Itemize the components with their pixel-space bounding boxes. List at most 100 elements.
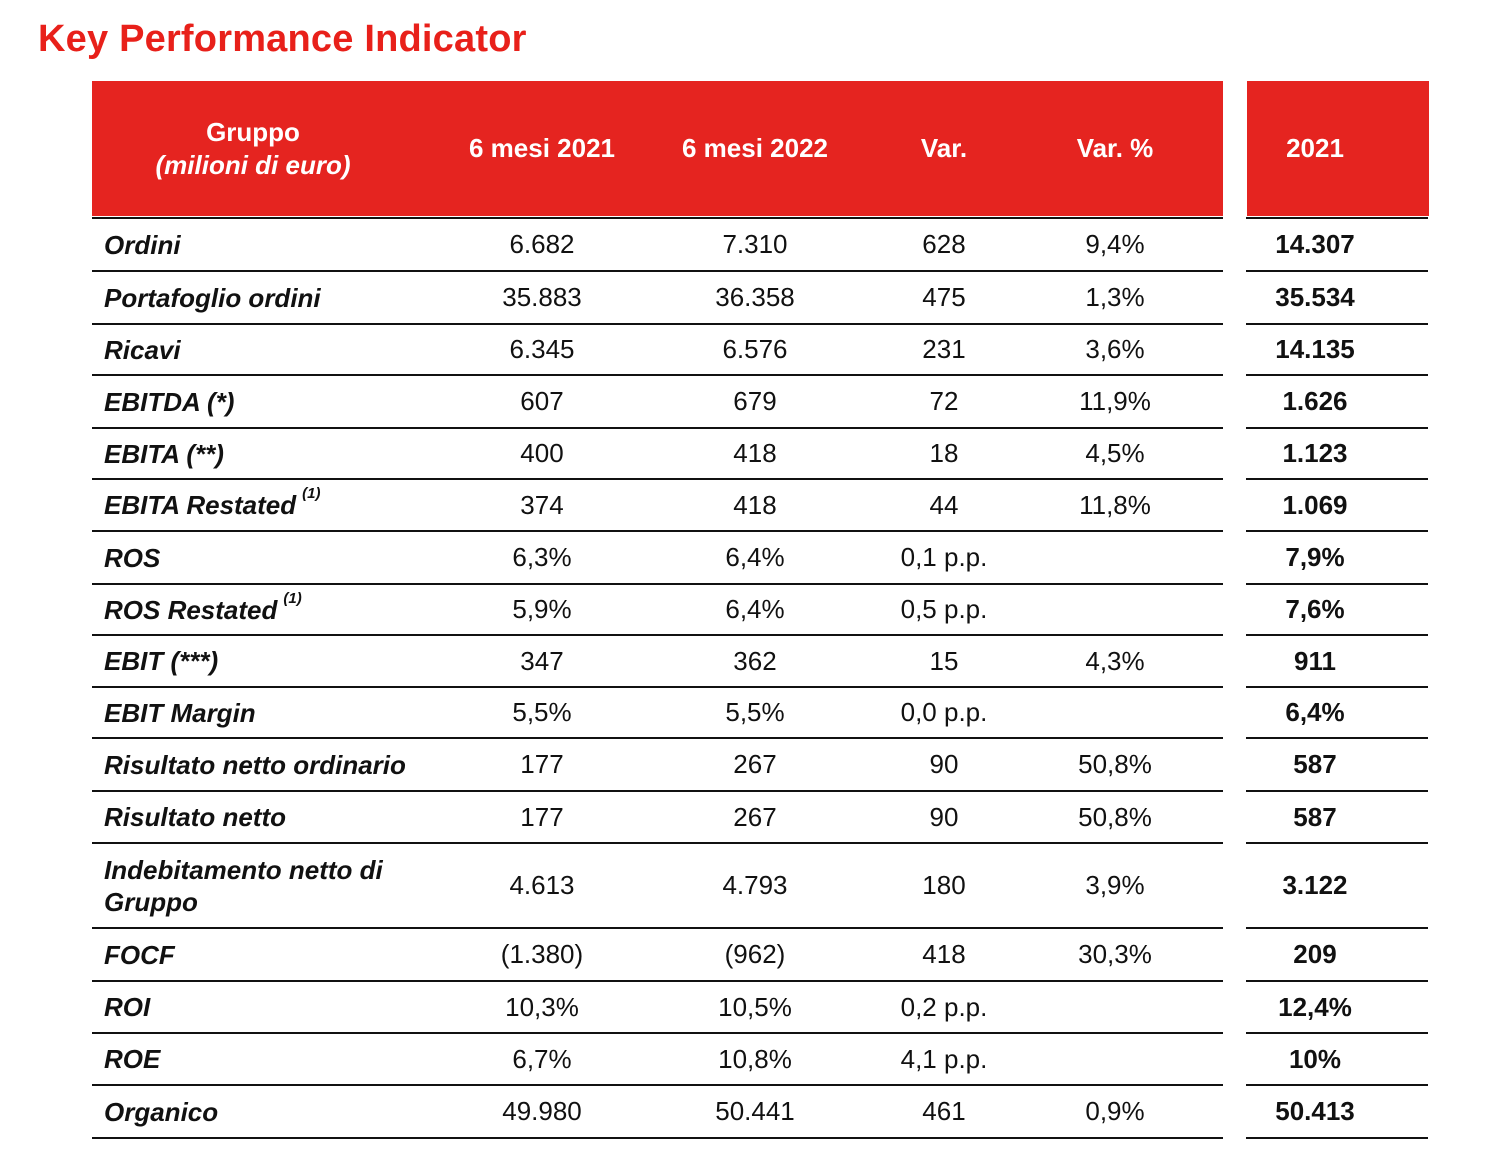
row-divider bbox=[1246, 530, 1428, 532]
cell-h1-2021: 5,5% bbox=[512, 697, 572, 727]
cell-h1-2021: 347 bbox=[520, 645, 564, 676]
row-label-text: Organico bbox=[104, 1096, 219, 1127]
cell-h1-2021: 35.883 bbox=[502, 282, 582, 312]
cell-var-pct bbox=[1034, 982, 1196, 1032]
row-label: Organico bbox=[104, 1086, 434, 1137]
cell-fy-2021: 14.307 bbox=[1275, 229, 1355, 259]
row-divider bbox=[1246, 842, 1428, 844]
row-label: EBITA (**) bbox=[104, 429, 434, 478]
table-row: Indebitamento netto di Gruppo 4.613 4.793 1… bbox=[0, 844, 1500, 927]
table-row: Portafoglio ordini 35.883 36.358 475 1,3% 35.… bbox=[0, 272, 1500, 323]
row-divider bbox=[92, 1084, 1223, 1086]
cell-h1-2022: 418 bbox=[733, 489, 777, 520]
row-divider bbox=[92, 427, 1223, 429]
header-h1-2022: 6 mesi 2022 bbox=[681, 133, 828, 163]
row-divider bbox=[92, 530, 1223, 532]
cell-h1-2021: (1.380) bbox=[500, 939, 584, 969]
row-label-text: Portafoglio ordini bbox=[104, 282, 321, 313]
table-row: FOCF (1.380) (962) 418 30,3% 209 bbox=[0, 929, 1500, 980]
cell-var-pct: 50,8% bbox=[1078, 801, 1152, 832]
row-divider bbox=[92, 374, 1223, 376]
cell-fy-2021: 587 bbox=[1293, 749, 1337, 779]
cell-h1-2022: 267 bbox=[733, 749, 777, 779]
row-divider bbox=[1246, 634, 1428, 636]
row-divider bbox=[92, 478, 1223, 480]
cell-fy-2021: 7,6% bbox=[1285, 594, 1345, 624]
row-label: ROE bbox=[104, 1034, 434, 1084]
row-divider bbox=[1246, 374, 1428, 376]
cell-var: 44 bbox=[929, 489, 959, 520]
cell-h1-2021: 49.980 bbox=[502, 1096, 582, 1126]
row-label: ROS Restated (1) bbox=[104, 585, 434, 634]
cell-var: 90 bbox=[929, 749, 959, 779]
row-divider bbox=[1246, 270, 1428, 272]
header-h1-2021: 6 mesi 2021 bbox=[468, 133, 615, 163]
header-group: Gruppo (milioni di euro) bbox=[92, 81, 414, 216]
row-divider bbox=[1246, 478, 1428, 480]
cell-var: 0,5 p.p. bbox=[900, 594, 988, 624]
row-label: Ricavi bbox=[104, 325, 434, 374]
row-label-text: Ricavi bbox=[104, 334, 181, 365]
cell-fy-2021: 35.534 bbox=[1275, 282, 1355, 312]
row-label: FOCF bbox=[104, 929, 434, 980]
row-divider bbox=[92, 927, 1223, 929]
cell-var-pct: 3,6% bbox=[1085, 334, 1145, 364]
row-divider bbox=[92, 737, 1223, 739]
cell-h1-2021: 10,3% bbox=[505, 991, 579, 1022]
table-row: EBITDA (*) 607 679 72 11,9% 1.626 bbox=[0, 376, 1500, 427]
cell-h1-2022: 5,5% bbox=[725, 697, 785, 727]
cell-fy-2021: 7,9% bbox=[1285, 542, 1345, 572]
cell-fy-2021: 3.122 bbox=[1282, 870, 1348, 900]
cell-h1-2021: 607 bbox=[520, 386, 564, 416]
cell-fy-2021: 1.069 bbox=[1282, 489, 1348, 520]
cell-var-pct: 11,8% bbox=[1079, 489, 1151, 520]
cell-h1-2021: 6.682 bbox=[509, 229, 575, 259]
row-divider bbox=[92, 217, 1223, 219]
row-divider bbox=[92, 634, 1223, 636]
cell-h1-2022: 267 bbox=[733, 801, 777, 832]
cell-fy-2021: 50.413 bbox=[1275, 1096, 1355, 1126]
table-row: EBITA (**) 400 418 18 4,5% 1.123 bbox=[0, 429, 1500, 478]
row-divider bbox=[1246, 790, 1428, 792]
cell-h1-2022: 7.310 bbox=[722, 229, 788, 259]
cell-fy-2021: 10% bbox=[1288, 1043, 1342, 1074]
row-label: Ordini bbox=[104, 219, 434, 270]
header-fy-2021: 2021 bbox=[1286, 133, 1344, 163]
table-header-side: 2021 bbox=[1247, 81, 1429, 216]
cell-var: 231 bbox=[922, 334, 966, 364]
cell-fy-2021: 12,4% bbox=[1278, 991, 1352, 1022]
row-divider bbox=[92, 323, 1223, 325]
cell-h1-2022: 362 bbox=[733, 645, 777, 676]
cell-var: 4,1 p.p. bbox=[900, 1043, 988, 1074]
cell-fy-2021: 14.135 bbox=[1275, 334, 1355, 364]
header-group-unit: (milioni di euro) bbox=[155, 149, 351, 180]
row-divider bbox=[1246, 427, 1428, 429]
row-label: Risultato netto ordinario bbox=[104, 739, 434, 790]
cell-fy-2021: 587 bbox=[1293, 801, 1337, 832]
row-divider bbox=[1246, 323, 1428, 325]
row-label-text: Ordini bbox=[104, 229, 181, 260]
cell-h1-2022: (962) bbox=[724, 939, 786, 969]
table-row: ROS Restated (1) 5,9% 6,4% 0,5 p.p. 7,6% bbox=[0, 585, 1500, 634]
cell-var: 475 bbox=[922, 282, 966, 312]
row-label-text: Risultato netto ordinario bbox=[104, 749, 406, 780]
cell-fy-2021: 1.123 bbox=[1282, 438, 1348, 468]
footnote-marker: (1) bbox=[302, 485, 321, 502]
table-row: ROS 6,3% 6,4% 0,1 p.p. 7,9% bbox=[0, 532, 1500, 583]
row-label: EBIT Margin bbox=[104, 688, 434, 737]
row-label: ROS bbox=[104, 532, 434, 583]
table-row: Ordini 6.682 7.310 628 9,4% 14.307 bbox=[0, 219, 1500, 270]
cell-var: 628 bbox=[922, 229, 966, 259]
cell-h1-2021: 5,9% bbox=[512, 594, 572, 624]
cell-h1-2022: 10,8% bbox=[718, 1043, 792, 1074]
cell-fy-2021: 1.626 bbox=[1282, 386, 1348, 416]
row-divider bbox=[1246, 980, 1428, 982]
row-divider bbox=[1246, 737, 1428, 739]
table-row: Risultato netto 177 267 90 50,8% 587 bbox=[0, 792, 1500, 842]
cell-var-pct: 30,3% bbox=[1078, 939, 1152, 969]
row-label: Risultato netto bbox=[104, 792, 434, 842]
table-row: Risultato netto ordinario 177 267 90 50,8% 58… bbox=[0, 739, 1500, 790]
cell-var-pct: 11,9% bbox=[1079, 386, 1151, 416]
row-divider bbox=[92, 842, 1223, 844]
cell-var: 90 bbox=[929, 801, 959, 832]
